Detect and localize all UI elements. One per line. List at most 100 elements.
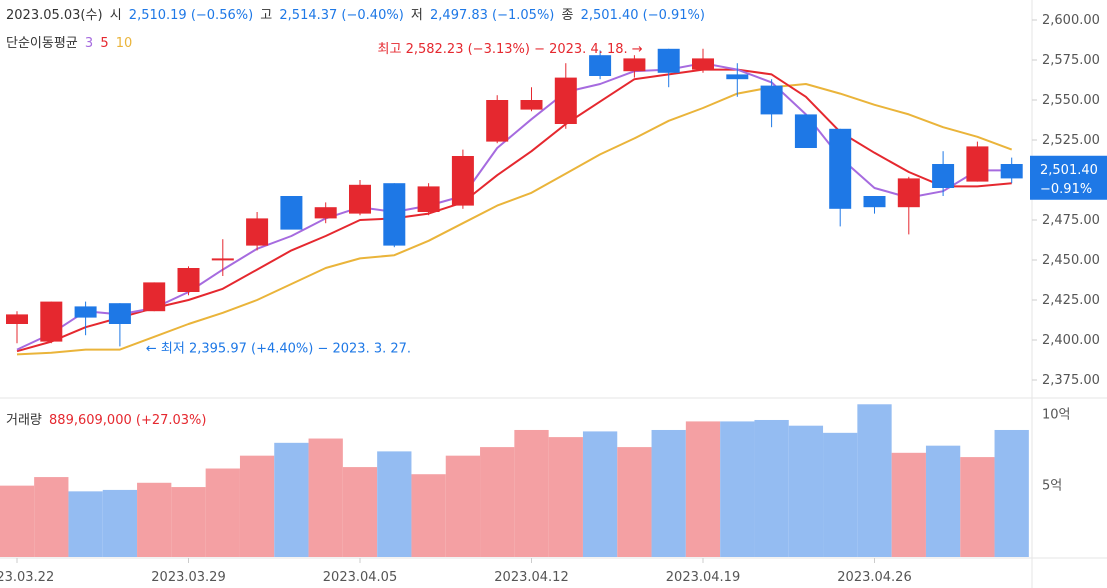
candle-body [1000,164,1023,179]
volume-bar [548,437,583,557]
volume-bar [788,425,824,557]
volume-header: 거래량 889,609,000 (+27.03%) [6,409,209,428]
price-tick-label: 2,425.00 [1042,293,1100,308]
volume-tick-label: 10억 [1042,407,1071,422]
ma-legend[interactable]: 단순이동평균 3 5 10 [6,32,135,51]
volume-bar [960,457,995,557]
volume-bar [274,442,309,557]
price-tick-label: 2,525.00 [1042,133,1100,148]
x-tick-label: 2023.04.19 [666,570,740,585]
price-tick-label: 2,475.00 [1042,213,1100,228]
price-tick-label: 2,400.00 [1042,333,1100,348]
ma3-line [16,62,1012,351]
ma5-legend[interactable]: 5 [100,36,109,51]
volume-bar [651,429,686,557]
ma3-legend[interactable]: 3 [84,36,94,51]
volume-value: 889,609,000 (+27.03%) [49,413,207,428]
volume-bar [34,477,69,557]
volume-bar [342,467,378,557]
volume-bar [891,452,926,557]
volume-bar [239,455,275,557]
candle-body [383,183,406,246]
high-annotation: 최고 2,582.23 (−3.13%) − 2023. 4. 18. → [378,42,643,57]
x-tick-label: 2023.04.12 [494,570,568,585]
candle-body [108,303,131,324]
volume-bar [445,455,481,557]
volume-bar [0,485,35,557]
volume-bar [480,447,515,557]
close-label: 종 [561,8,574,23]
close-value: 2,501.40 (−0.91%) [580,8,705,23]
volume-bar [823,432,858,557]
ma10-legend[interactable]: 10 [115,36,133,51]
volume-bar [617,447,652,557]
candle-body [863,196,886,208]
volume-bar [102,489,138,557]
ohlc-header: 2023.05.03(수) 시 2,510.19 (−0.56%) 고 2,51… [6,4,708,23]
ma5-line [16,68,1012,353]
candle-body [966,146,989,182]
open-label: 시 [109,8,122,23]
high-value: 2,514.37 (−0.40%) [279,8,404,23]
volume-bar [925,445,961,557]
price-tick-label: 2,600.00 [1042,13,1100,28]
x-tick-label: 2023.04.26 [837,570,911,585]
volume-bar [514,429,549,557]
open-value: 2,510.19 (−0.56%) [128,8,254,23]
current-price-value: 2,501.40 [1040,163,1098,178]
candle-body [177,268,200,292]
candle-body [314,207,337,219]
volume-bar [308,438,343,557]
candle-body [760,85,783,115]
candle-body [829,128,852,209]
candle-body [554,77,577,124]
candle-body [349,184,371,214]
ma10-line [16,83,1013,356]
candle-body [143,282,166,312]
volume-bar [377,451,412,557]
volume-bar [685,421,721,557]
x-tick-label: 2023.04.05 [323,570,397,585]
date-label: 2023.05.03(수) [6,8,103,23]
candle-body [74,306,97,318]
candle-body [6,314,28,324]
candle-body [726,74,749,80]
candle-body [794,114,817,148]
volume-bar [137,482,172,557]
x-tick-label: 2023.03.22 [0,570,54,585]
high-label: 고 [260,8,273,23]
volume-bar [582,431,618,557]
current-price-badge [1030,155,1107,200]
volume-bar [205,468,240,557]
candle-body [451,156,474,206]
candle-body [589,55,612,76]
volume-bar [754,419,789,557]
low-label: 저 [410,8,423,23]
candle-body [932,164,955,188]
candle-body [417,186,440,212]
price-tick-label: 2,550.00 [1042,93,1100,108]
candle-body [692,58,714,70]
candle-body [211,258,234,261]
candle-body [657,48,680,73]
candle-body [486,100,509,142]
volume-bar [857,404,892,557]
volume-label: 거래량 [6,413,42,428]
current-price-change: −0.91% [1040,182,1092,197]
volume-bar [994,429,1029,557]
volume-bar [720,421,755,557]
price-tick-label: 2,450.00 [1042,253,1100,268]
volume-tick-label: 5억 [1042,479,1062,494]
volume-bar [411,474,446,557]
low-annotation: ← 최저 2,395.97 (+4.40%) − 2023. 3. 27. [146,341,411,356]
candle-body [40,301,63,342]
low-value: 2,497.83 (−1.05%) [430,8,555,23]
volume-bar [68,491,103,557]
ma-legend-label: 단순이동평균 [6,36,78,51]
candle-body [897,178,920,208]
candle-body [520,100,543,110]
price-tick-label: 2,375.00 [1042,373,1100,388]
candle-body [246,218,269,246]
price-tick-label: 2,575.00 [1042,53,1100,68]
